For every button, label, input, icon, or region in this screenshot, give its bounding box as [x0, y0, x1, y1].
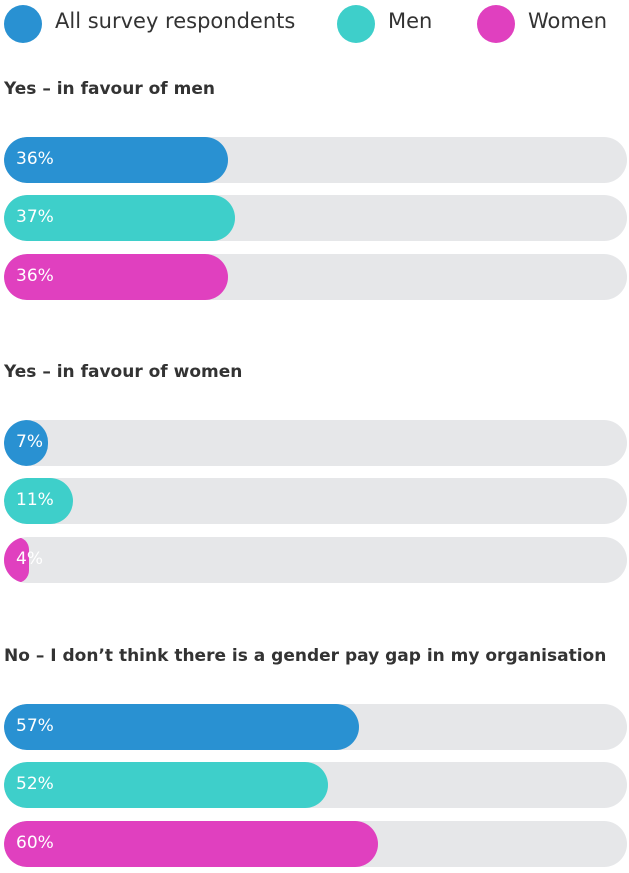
data-label: 52% [16, 774, 54, 794]
data-label: 37% [16, 207, 54, 227]
bar-track: 37% [4, 195, 627, 241]
bar-women [4, 537, 29, 583]
group-title: Yes – in favour of men [4, 79, 215, 99]
data-label: 36% [16, 266, 54, 286]
bar-all-survey-respondents [4, 137, 229, 183]
bar-men [4, 195, 235, 241]
bar-track: 4% [4, 537, 627, 583]
bar-all-survey-respondents [4, 420, 48, 466]
legend-label-women: Women [528, 9, 608, 33]
legend-label-all: All survey respondents [55, 9, 296, 33]
data-label: 7% [16, 432, 43, 452]
data-label: 57% [16, 716, 54, 736]
bar-women [4, 254, 229, 300]
bar-women [4, 821, 378, 867]
data-label: 36% [16, 149, 54, 169]
group-title: Yes – in favour of women [4, 362, 243, 382]
legend-swatch-all [4, 5, 42, 43]
bar-track: 52% [4, 762, 627, 808]
bar-track: 36% [4, 254, 627, 300]
bar-track: 7% [4, 420, 627, 466]
group-title: No – I don’t think there is a gender pay… [4, 646, 607, 666]
bar-track: 36% [4, 137, 627, 183]
bar-track: 57% [4, 704, 627, 750]
bar-track: 60% [4, 821, 627, 867]
bar-men [4, 762, 328, 808]
bar-men [4, 478, 73, 524]
bar-all-survey-respondents [4, 704, 360, 750]
data-label: 60% [16, 833, 54, 853]
bar-track: 11% [4, 478, 627, 524]
legend-swatch-men [337, 5, 375, 43]
data-label: 11% [16, 490, 54, 510]
data-label: 4% [16, 549, 43, 569]
legend-swatch-women [477, 5, 515, 43]
legend-label-men: Men [388, 9, 433, 33]
